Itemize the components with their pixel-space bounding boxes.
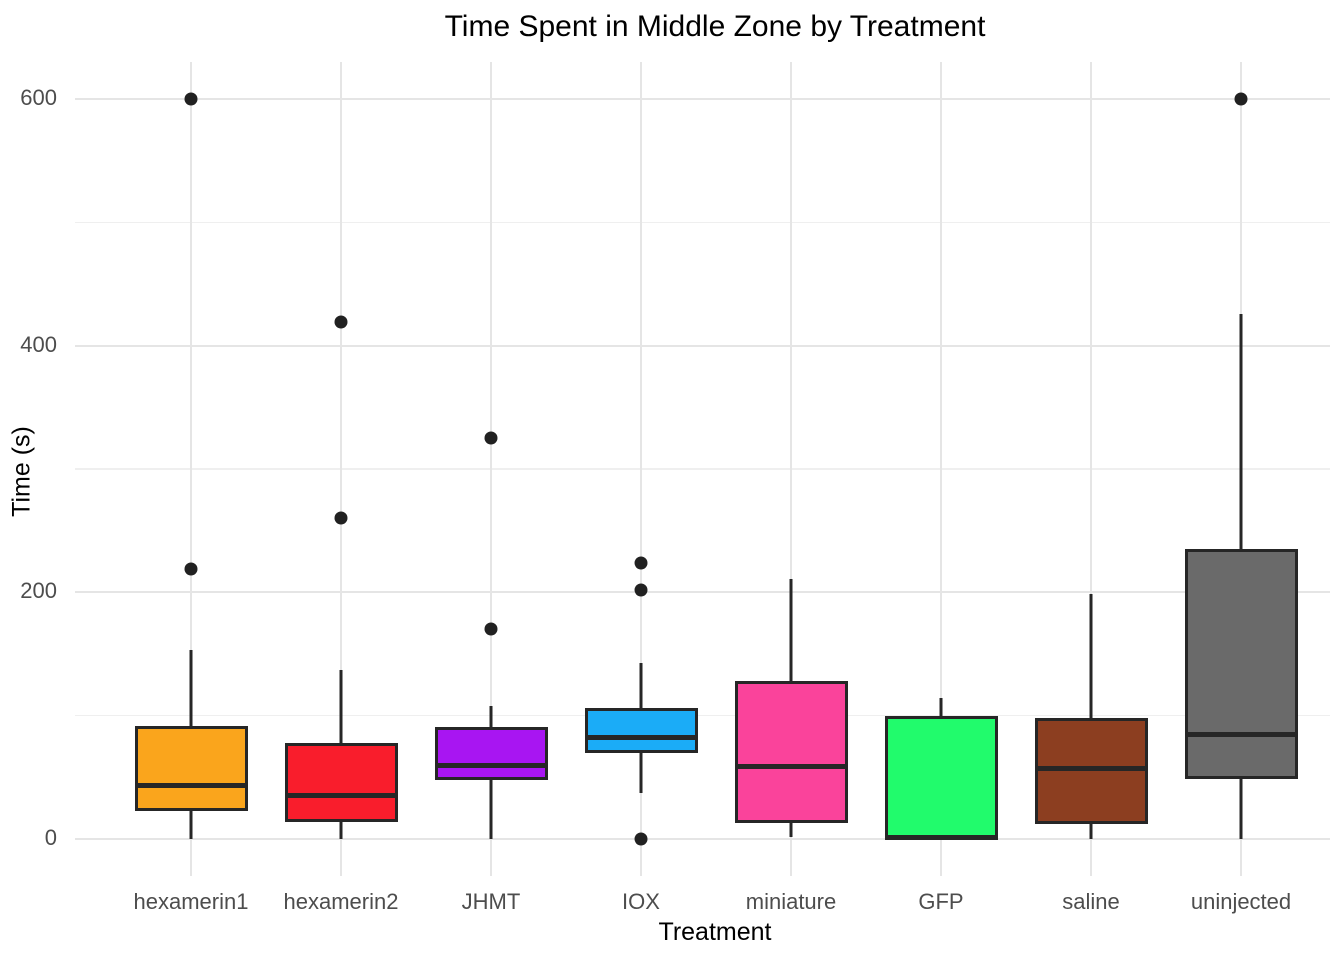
outlier-point-IOX [634, 583, 648, 597]
lower-whisker-miniature [789, 822, 793, 837]
box-uninjected [1184, 549, 1298, 779]
outlier-point-IOX [634, 832, 648, 846]
outlier-point-uninjected [1234, 92, 1248, 106]
lower-whisker-IOX [639, 752, 643, 794]
median-line-miniature [734, 763, 848, 769]
box-hexamerin2 [284, 742, 398, 822]
median-line-JHMT [434, 762, 548, 768]
lower-whisker-hexamerin2 [339, 821, 343, 839]
upper-whisker-IOX [639, 662, 643, 709]
upper-whisker-uninjected [1239, 313, 1243, 550]
gridline-y-major [75, 591, 1330, 594]
x-axis-title: Treatment [658, 918, 772, 946]
gridline-x-major [490, 62, 492, 876]
median-line-saline [1034, 766, 1148, 772]
gridline-y-minor [75, 221, 1330, 224]
y-tick-label: 0 [44, 824, 57, 850]
outlier-point-JHMT [484, 622, 498, 636]
box-IOX [584, 708, 698, 753]
outlier-point-IOX [634, 556, 648, 570]
median-line-hexamerin2 [284, 793, 398, 799]
box-GFP [884, 715, 998, 839]
gridline-y-major [75, 838, 1330, 840]
x-tick-label: IOX [622, 889, 660, 914]
outlier-point-hexamerin2 [334, 511, 348, 525]
box-miniature [734, 681, 848, 823]
gridline-y-minor [75, 468, 1330, 470]
x-tick-label: uninjected [1190, 889, 1292, 914]
median-line-IOX [584, 735, 698, 741]
chart-title: Time Spent in Middle Zone by Treatment [444, 10, 986, 43]
median-line-hexamerin1 [134, 783, 248, 789]
y-tick-label: 400 [20, 331, 57, 357]
gridline-x-major [640, 62, 642, 876]
gridline-y-major [75, 344, 1330, 347]
outlier-point-hexamerin2 [334, 315, 348, 329]
box-hexamerin1 [134, 725, 248, 811]
x-tick-label: hexamerin1 [133, 889, 249, 914]
median-line-GFP [884, 835, 998, 841]
x-tick-label: miniature [745, 889, 837, 914]
gridline-x-major [790, 62, 792, 876]
gridline-x-major [340, 62, 342, 876]
upper-whisker-hexamerin1 [189, 650, 193, 726]
upper-whisker-GFP [939, 698, 943, 716]
y-axis-title: Time (s) [7, 426, 36, 517]
lower-whisker-saline [1089, 824, 1093, 839]
upper-whisker-JHMT [489, 705, 493, 727]
x-tick-label: GFP [918, 889, 964, 914]
lower-whisker-uninjected [1239, 778, 1243, 839]
outlier-point-hexamerin1 [184, 92, 198, 106]
gridline-x-major [190, 62, 192, 876]
outlier-point-hexamerin1 [184, 562, 198, 576]
gridline-y-minor [75, 714, 1330, 717]
gridline-y-major [75, 98, 1330, 100]
gridline-x-major [940, 62, 942, 876]
x-tick-label: saline [1062, 889, 1120, 914]
y-tick-label: 600 [20, 84, 57, 110]
y-tick-label: 200 [20, 578, 57, 604]
upper-whisker-saline [1089, 593, 1093, 719]
x-tick-label: JHMT [461, 889, 521, 914]
x-tick-label: hexamerin2 [283, 889, 399, 914]
upper-whisker-miniature [789, 578, 793, 682]
lower-whisker-hexamerin1 [189, 810, 193, 839]
gridline-x-major [1090, 62, 1092, 876]
median-line-uninjected [1184, 731, 1298, 737]
lower-whisker-JHMT [489, 779, 493, 839]
upper-whisker-hexamerin2 [339, 670, 343, 743]
box-JHMT [434, 726, 548, 780]
outlier-point-JHMT [484, 431, 498, 445]
